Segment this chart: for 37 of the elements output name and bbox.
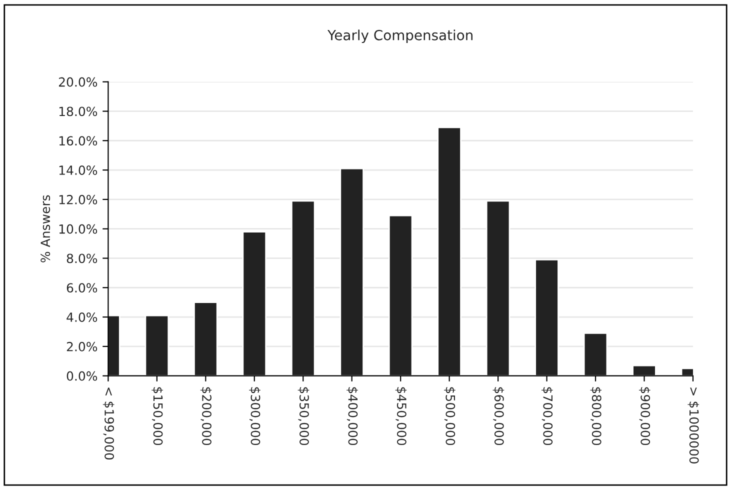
- x-tick-label: $600,000: [492, 387, 504, 446]
- y-tick-label: 12.0%: [59, 194, 98, 204]
- y-tick-label: 20.0%: [58, 77, 98, 87]
- x-tick-label: $350,000: [298, 387, 310, 446]
- bar: [340, 168, 364, 376]
- bar: [290, 200, 316, 376]
- y-tick-label: 0.0%: [66, 371, 98, 381]
- x-tick-label: $500,000: [444, 387, 456, 446]
- x-tick-label: < $199,000: [102, 388, 114, 460]
- y-axis-title: % Answers: [40, 195, 50, 262]
- x-tick-label: $300,000: [249, 387, 260, 446]
- x-tick-label: $450,000: [395, 387, 407, 446]
- bar: [144, 314, 170, 376]
- x-tick-label: $400,000: [346, 387, 358, 446]
- bar: [242, 231, 267, 376]
- x-tick-label: $200,000: [200, 387, 212, 446]
- x-tick-label: $700,000: [542, 387, 553, 446]
- y-tick-label: 10.0%: [59, 224, 98, 234]
- x-tick-label: $150,000: [152, 387, 163, 446]
- y-tick-label: 14.0%: [59, 166, 98, 175]
- bar: [534, 259, 559, 376]
- bar: [486, 200, 510, 376]
- bar: [583, 332, 608, 376]
- y-tick-label: 18.0%: [59, 106, 98, 116]
- x-tick-label: $900,000: [638, 387, 650, 446]
- y-tick-label: 6.0%: [66, 283, 98, 293]
- x-tick-label: > $1000000: [688, 388, 700, 464]
- x-tick-label: $800,000: [590, 387, 602, 446]
- bar: [388, 214, 413, 376]
- y-tick-label: 16.0%: [59, 136, 98, 146]
- bar: [194, 302, 218, 376]
- y-tick-label: 8.0%: [66, 254, 98, 264]
- bar: [437, 126, 462, 376]
- chart-title: Yearly Compensation: [327, 30, 472, 44]
- y-tick-label: 4.0%: [66, 312, 98, 322]
- bar: [632, 364, 656, 376]
- y-tick-label: 2.0%: [66, 342, 98, 352]
